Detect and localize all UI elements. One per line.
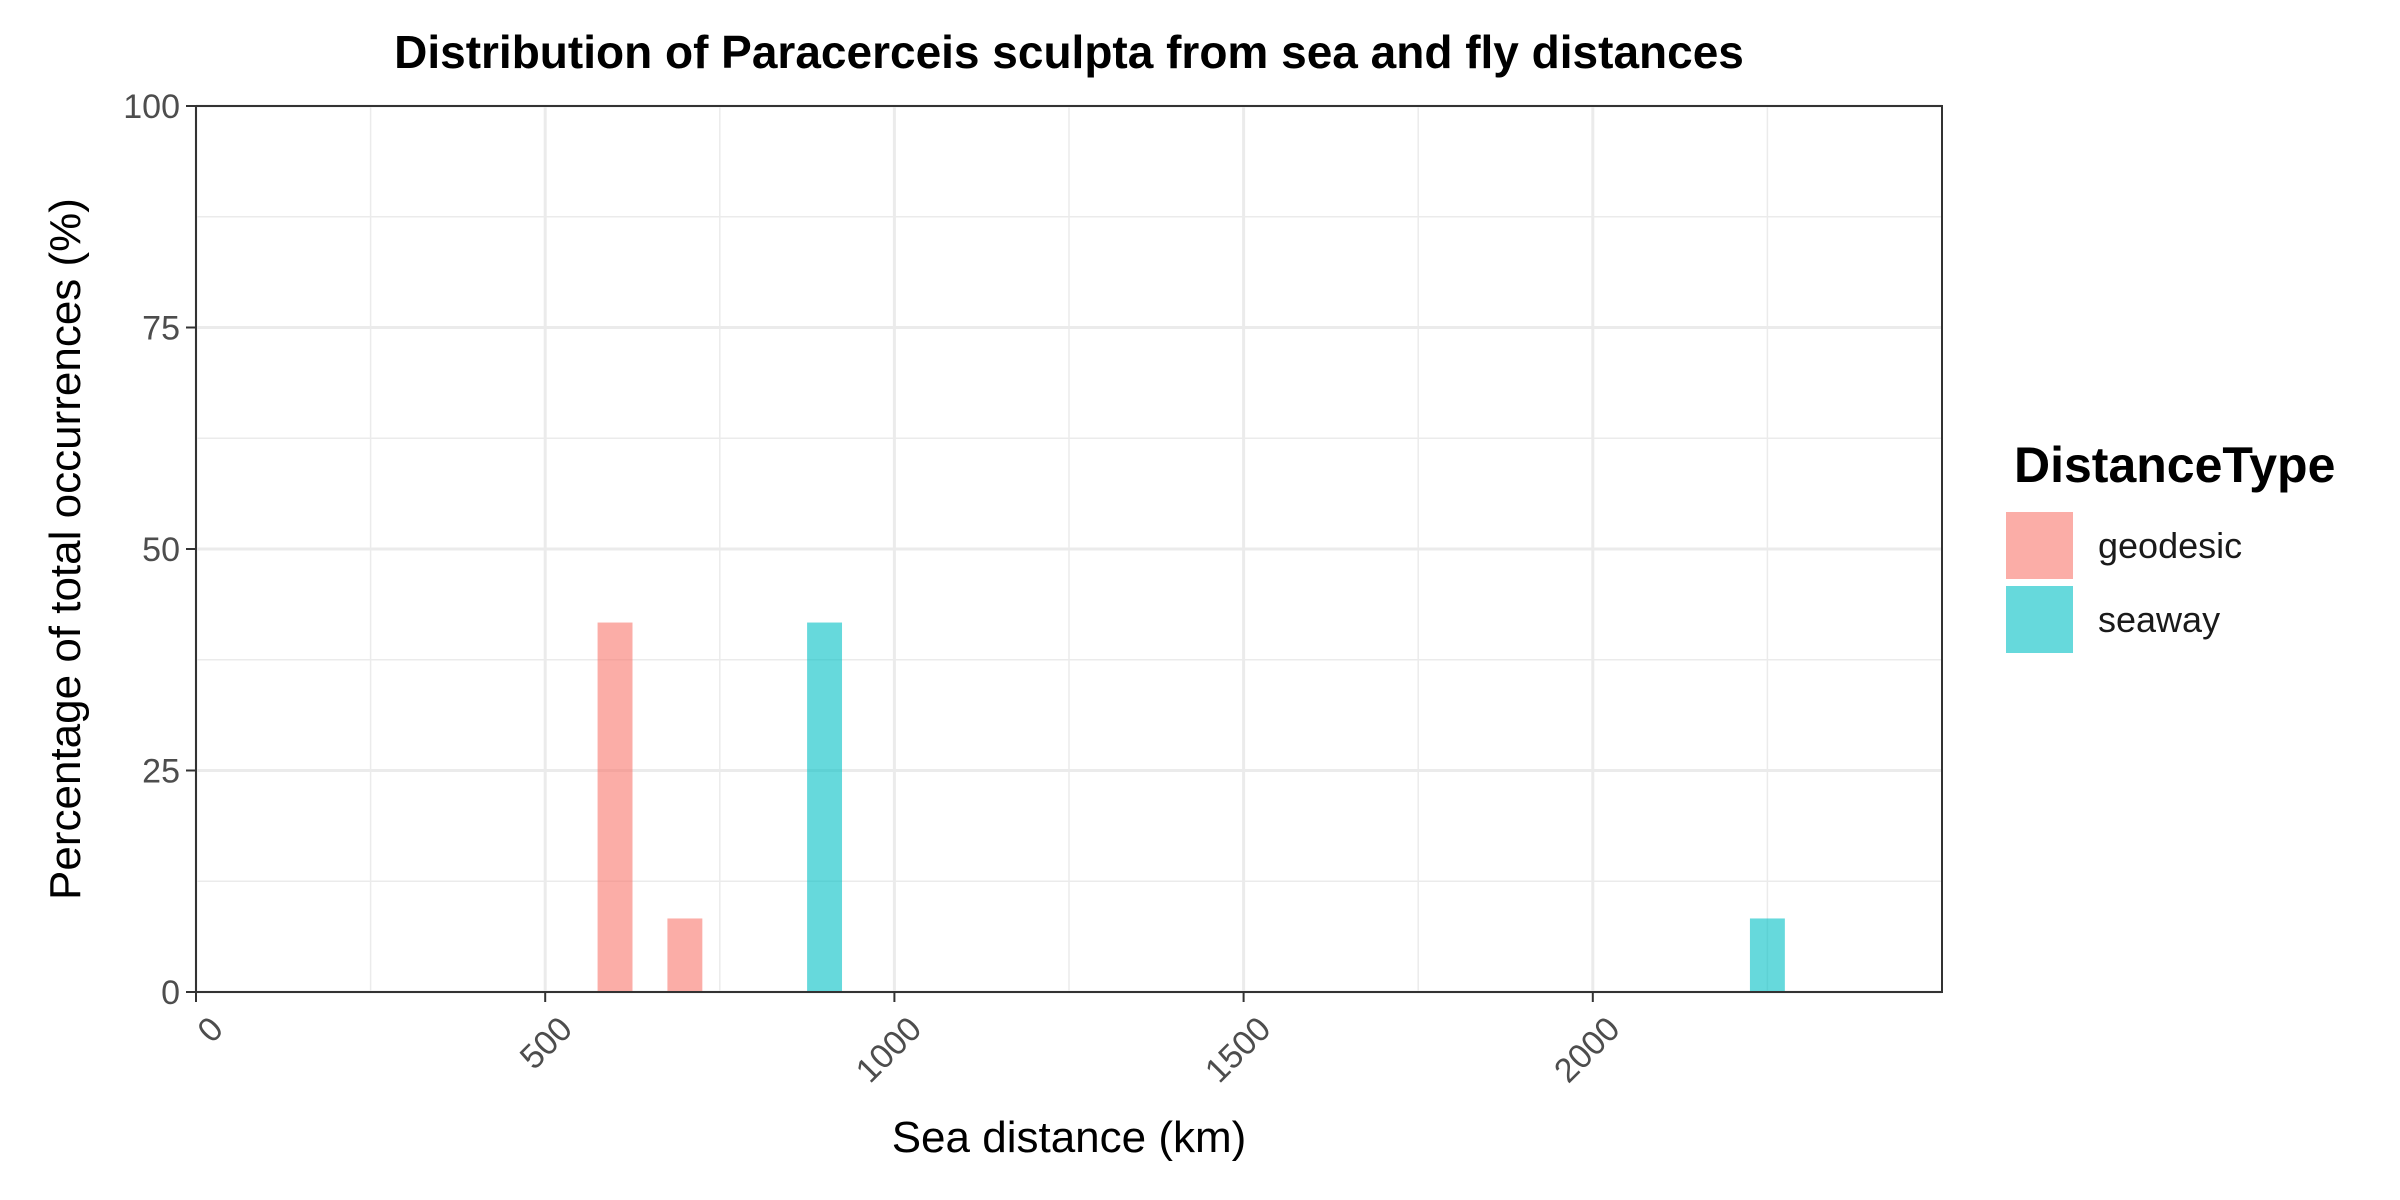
y-tick-label: 0 xyxy=(161,974,180,1012)
x-tick-label: 0 xyxy=(190,1010,230,1050)
plot-grid xyxy=(194,104,1942,994)
bar-geodesic xyxy=(667,918,703,992)
x-tick-label: 2000 xyxy=(1547,1010,1627,1090)
legend-key-seaway xyxy=(2006,586,2073,653)
x-tick-label: 500 xyxy=(513,1010,580,1077)
bar-seaway xyxy=(1749,918,1785,992)
chart-title: Distribution of Paracerceis sculpta from… xyxy=(394,26,1744,78)
x-tick-label: 1500 xyxy=(1198,1010,1278,1090)
legend: DistanceType geodesic seaway xyxy=(2006,437,2335,653)
y-tick-label: 25 xyxy=(142,753,180,791)
legend-title: DistanceType xyxy=(2014,437,2335,493)
x-axis-title: Sea distance (km) xyxy=(892,1113,1247,1162)
y-tick-label: 100 xyxy=(123,88,180,126)
y-tick-label: 75 xyxy=(142,310,180,348)
bar-geodesic xyxy=(597,622,633,992)
legend-key-geodesic xyxy=(2006,512,2073,579)
legend-items: geodesic seaway xyxy=(2006,512,2242,653)
bar-seaway xyxy=(807,622,843,992)
legend-label-geodesic: geodesic xyxy=(2098,525,2242,566)
plot-bars xyxy=(597,622,1785,992)
y-axis-title: Percentage of total occurrences (%) xyxy=(41,198,90,900)
legend-label-seaway: seaway xyxy=(2098,599,2220,640)
y-tick-label: 50 xyxy=(142,531,180,569)
x-tick-label: 1000 xyxy=(849,1010,929,1090)
